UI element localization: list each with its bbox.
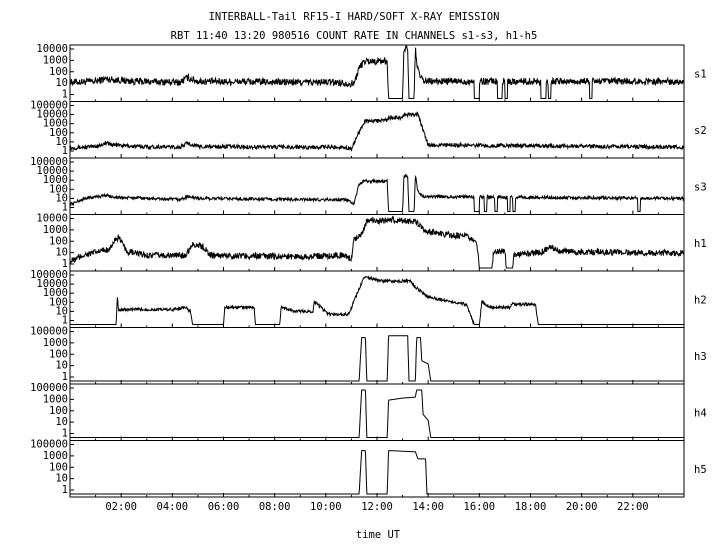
series-line-h4 xyxy=(70,389,684,438)
y-tick-label: 100 xyxy=(49,348,68,360)
x-tick-label: 04:00 xyxy=(157,501,189,513)
channel-label-h5: h5 xyxy=(694,464,707,476)
panel-frame xyxy=(69,101,685,159)
y-tick-label: 100000 xyxy=(30,100,68,112)
channel-label-h2: h2 xyxy=(694,294,707,306)
y-tick-label: 10 xyxy=(55,192,68,204)
y-tick-label: 1 xyxy=(62,258,68,270)
y-tick-label: 100 xyxy=(49,461,68,473)
y-tick-label: 10 xyxy=(55,136,68,148)
panel-frame xyxy=(69,157,685,215)
series-line-h3 xyxy=(70,335,684,382)
y-tick-label: 100 xyxy=(49,183,68,195)
x-axis-label: time UT xyxy=(356,529,401,541)
x-tick-label: 08:00 xyxy=(259,501,291,513)
y-tick-label: 1000 xyxy=(43,287,68,299)
y-tick-label: 10000 xyxy=(36,278,68,290)
x-tick-label: 10:00 xyxy=(310,501,342,513)
y-tick-label: 1000 xyxy=(43,174,68,186)
y-tick-label: 100 xyxy=(49,405,68,417)
y-tick-label: 1000 xyxy=(43,118,68,130)
y-tick-label: 1 xyxy=(62,484,68,496)
x-tick-label: 02:00 xyxy=(105,501,137,513)
series-line-s2 xyxy=(69,110,685,152)
y-tick-label: 100 xyxy=(49,127,68,139)
channel-label-s3: s3 xyxy=(694,181,707,193)
y-tick-label: 10 xyxy=(55,247,68,259)
y-tick-label: 10000 xyxy=(36,109,68,121)
y-tick-label: 10 xyxy=(55,416,68,428)
y-tick-label: 100000 xyxy=(30,382,68,394)
y-tick-label: 10000 xyxy=(36,43,68,55)
panel-frame xyxy=(69,383,685,441)
channel-label-h1: h1 xyxy=(694,238,707,250)
y-tick-label: 1 xyxy=(62,371,68,383)
y-tick-label: 1 xyxy=(62,89,68,101)
y-tick-label: 100 xyxy=(49,235,68,247)
chart-title: INTERBALL-Tail RF15-I HARD/SOFT X-RAY EM… xyxy=(209,11,500,23)
y-tick-label: 1000 xyxy=(43,337,68,349)
y-tick-label: 10 xyxy=(55,77,68,89)
y-tick-label: 10 xyxy=(55,360,68,372)
y-tick-label: 10 xyxy=(55,473,68,485)
y-tick-label: 100 xyxy=(49,66,68,78)
series-line-h5 xyxy=(70,450,684,495)
y-tick-label: 1000 xyxy=(43,393,68,405)
y-tick-label: 1 xyxy=(62,145,68,157)
x-tick-label: 22:00 xyxy=(617,501,649,513)
series-line-s1 xyxy=(69,44,685,99)
x-tick-label: 18:00 xyxy=(515,501,547,513)
series-line-h2 xyxy=(70,275,684,325)
y-tick-label: 10000 xyxy=(36,165,68,177)
y-tick-label: 100000 xyxy=(30,439,68,451)
x-tick-label: 20:00 xyxy=(566,501,598,513)
panel-stack: 100001000100101s1100000100001000100101s2… xyxy=(30,43,707,498)
channel-label-h3: h3 xyxy=(694,351,707,363)
channel-label-h4: h4 xyxy=(694,407,707,419)
y-tick-label: 1000 xyxy=(43,450,68,462)
y-tick-label: 1 xyxy=(62,202,68,214)
x-tick-label: 14:00 xyxy=(412,501,444,513)
x-tick-label: 12:00 xyxy=(361,501,393,513)
x-axis: 02:00 04:00 06:00 08:00 10:00 12:00 14:00 16:00… xyxy=(105,501,648,513)
x-tick-label: 16:00 xyxy=(464,501,496,513)
y-tick-label: 10 xyxy=(55,305,68,317)
panel-frame xyxy=(69,327,685,385)
channel-label-s2: s2 xyxy=(694,125,707,137)
x-tick-label: 06:00 xyxy=(208,501,240,513)
series-line-h1 xyxy=(69,215,685,269)
y-tick-label: 10000 xyxy=(36,213,68,225)
y-tick-label: 1 xyxy=(62,315,68,327)
channel-label-s1: s1 xyxy=(694,68,707,80)
y-tick-label: 1000 xyxy=(43,224,68,236)
y-tick-label: 1000 xyxy=(43,54,68,66)
panel-frame xyxy=(69,440,685,498)
panel-frame xyxy=(69,214,685,272)
y-tick-label: 100 xyxy=(49,296,68,308)
y-tick-label: 100000 xyxy=(30,269,68,281)
y-tick-label: 100000 xyxy=(30,156,68,168)
y-tick-label: 100000 xyxy=(30,326,68,338)
y-tick-label: 1 xyxy=(62,428,68,440)
series-line-s3 xyxy=(69,173,685,212)
chart-subtitle: RBT 11:40 13:20 980516 COUNT RATE IN CHA… xyxy=(171,30,538,42)
